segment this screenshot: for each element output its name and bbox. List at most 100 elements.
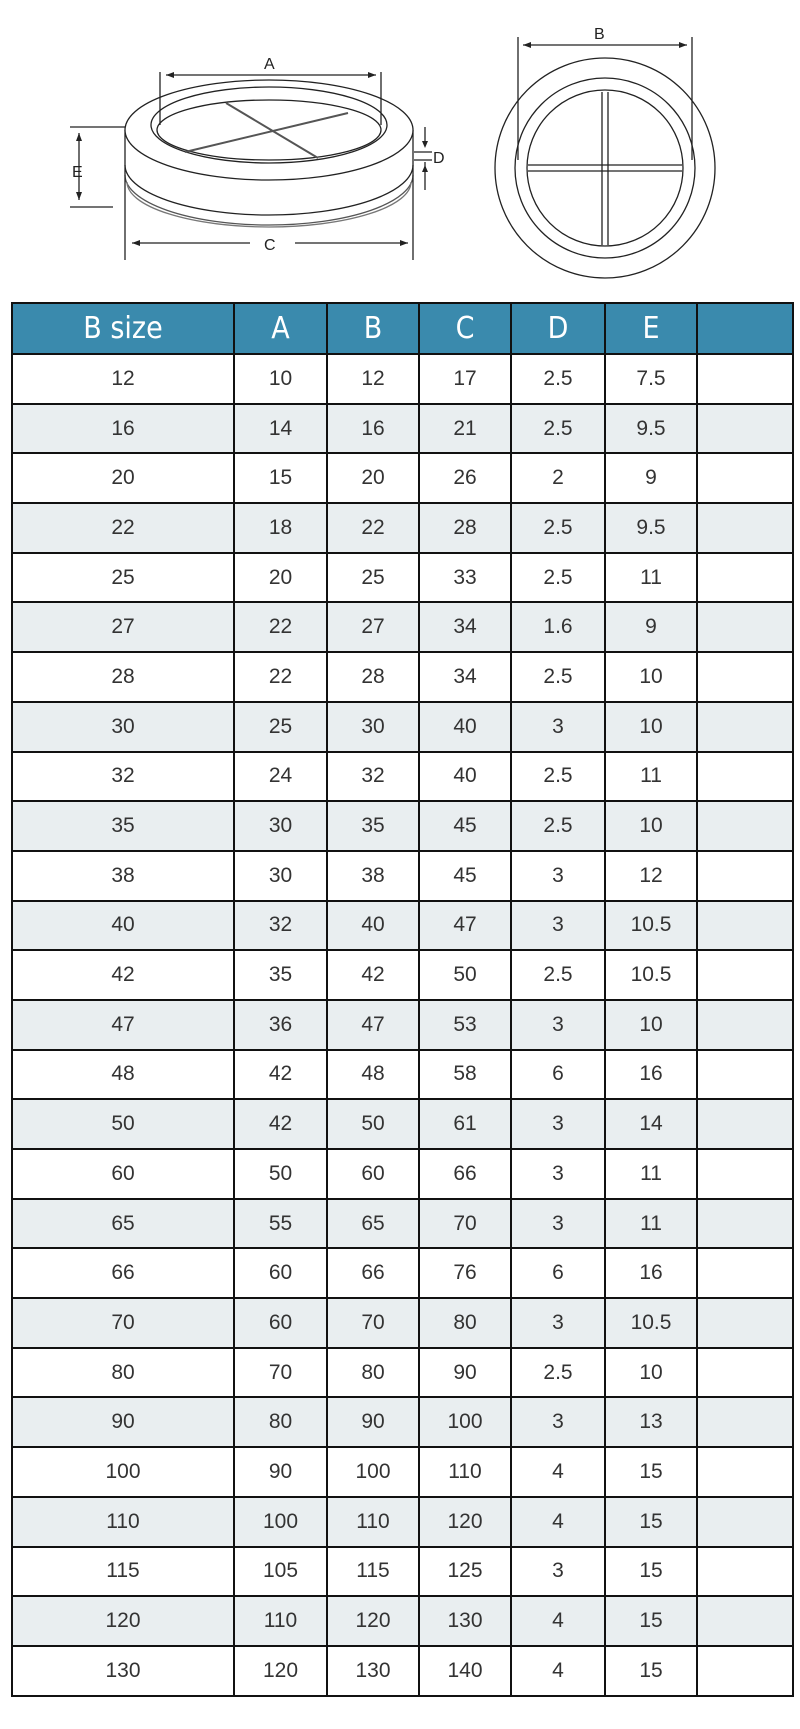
table-cell: 110: [326, 1495, 420, 1548]
table-cell: 17: [418, 353, 512, 405]
table-cell: 15: [233, 452, 328, 505]
table-cell: 34: [418, 601, 512, 654]
table-cell: 100: [418, 1396, 512, 1449]
table-cell: 9.5: [604, 402, 698, 455]
table-cell: 100: [233, 1495, 328, 1548]
table-cell: 30: [233, 800, 328, 852]
table-row: 12 10 12 17 2.5 7.5: [11, 353, 794, 405]
table-cell: 40: [418, 750, 512, 803]
ring-top-view: [494, 37, 716, 279]
table-cell: [696, 1396, 794, 1449]
table-cell: 10.5: [604, 899, 698, 952]
table-cell: 65: [11, 1197, 235, 1250]
table-cell: 10: [604, 800, 698, 852]
table-cell: 32: [326, 750, 420, 803]
table-cell: 3: [510, 1396, 606, 1449]
table-cell: 80: [11, 1346, 235, 1399]
table-cell: 125: [418, 1545, 512, 1598]
table-cell: 14: [604, 1098, 698, 1150]
table-cell: 4: [510, 1446, 606, 1498]
table-cell: 53: [418, 998, 512, 1051]
table-cell: 9.5: [604, 502, 698, 554]
table-cell: 42: [11, 949, 235, 1001]
table-cell: 66: [418, 1148, 512, 1200]
table-cell: 105: [233, 1545, 328, 1598]
label-e: E: [72, 164, 83, 181]
table-row: 120 110 120 130 4 15: [11, 1595, 794, 1647]
table-cell: 40: [418, 700, 512, 753]
column-header: B size: [11, 302, 235, 355]
table-cell: 30: [233, 849, 328, 902]
table-cell: 70: [11, 1297, 235, 1349]
table-cell: [696, 1297, 794, 1349]
table-row: 80 70 80 90 2.5 10: [11, 1346, 794, 1399]
table-cell: 16: [604, 1048, 698, 1101]
table-cell: 7.5: [604, 353, 698, 405]
table-cell: 110: [233, 1595, 328, 1647]
table-row: 25 20 25 33 2.5 11: [11, 551, 794, 604]
table-cell: [696, 651, 794, 703]
table-cell: [696, 750, 794, 803]
table-cell: 50: [233, 1148, 328, 1200]
table-row: 100 90 100 110 4 15: [11, 1446, 794, 1498]
table-cell: 20: [11, 452, 235, 505]
table-cell: 58: [418, 1048, 512, 1101]
table-cell: 25: [326, 551, 420, 604]
table-cell: 45: [418, 800, 512, 852]
table-row: 47 36 47 53 3 10: [11, 998, 794, 1051]
table-cell: 90: [418, 1346, 512, 1399]
table-cell: 28: [11, 651, 235, 703]
table-cell: 42: [233, 1098, 328, 1150]
table-cell: 6: [510, 1247, 606, 1300]
table-cell: 4: [510, 1595, 606, 1647]
table-cell: 66: [11, 1247, 235, 1300]
table-cell: 100: [326, 1446, 420, 1498]
table-row: 30 25 30 40 3 10: [11, 700, 794, 753]
table-cell: 10: [604, 1346, 698, 1399]
table-row: 32 24 32 40 2.5 11: [11, 750, 794, 803]
table-cell: [696, 1048, 794, 1101]
table-cell: 9: [604, 452, 698, 505]
table-cell: 38: [326, 849, 420, 902]
table-cell: 65: [326, 1197, 420, 1250]
table-cell: 15: [604, 1545, 698, 1598]
table-cell: 11: [604, 1197, 698, 1250]
table-cell: 55: [233, 1197, 328, 1250]
table-header-row: B size A B C D E: [11, 302, 794, 355]
table-cell: 66: [326, 1247, 420, 1300]
table-cell: 13: [604, 1396, 698, 1449]
table-cell: 14: [233, 402, 328, 455]
table-cell: 80: [233, 1396, 328, 1449]
table-cell: 130: [11, 1644, 235, 1697]
table-cell: [696, 949, 794, 1001]
table-row: 60 50 60 66 3 11: [11, 1148, 794, 1200]
table-cell: 115: [326, 1545, 420, 1598]
table-row: 40 32 40 47 3 10.5: [11, 899, 794, 952]
table-cell: 60: [233, 1297, 328, 1349]
table-cell: [696, 1595, 794, 1647]
table-cell: 22: [326, 502, 420, 554]
table-row: 20 15 20 26 2 9: [11, 452, 794, 505]
table-cell: [696, 1197, 794, 1250]
table-cell: 16: [604, 1247, 698, 1300]
table-cell: [696, 700, 794, 753]
column-header: B: [326, 302, 420, 355]
table-cell: 30: [326, 700, 420, 753]
table-cell: 3: [510, 899, 606, 952]
table-cell: [696, 1644, 794, 1697]
table-cell: [696, 1148, 794, 1200]
table-cell: 130: [418, 1595, 512, 1647]
table-cell: 48: [11, 1048, 235, 1101]
column-header: E: [604, 302, 698, 355]
table-cell: 11: [604, 1148, 698, 1200]
table-cell: [696, 402, 794, 455]
table-cell: 9: [604, 601, 698, 654]
table-cell: [696, 551, 794, 604]
table-cell: 22: [233, 601, 328, 654]
table-cell: 40: [11, 899, 235, 952]
table-cell: [696, 1545, 794, 1598]
table-cell: 34: [418, 651, 512, 703]
table-cell: 30: [11, 700, 235, 753]
table-cell: 110: [11, 1495, 235, 1548]
table-cell: 2.5: [510, 949, 606, 1001]
